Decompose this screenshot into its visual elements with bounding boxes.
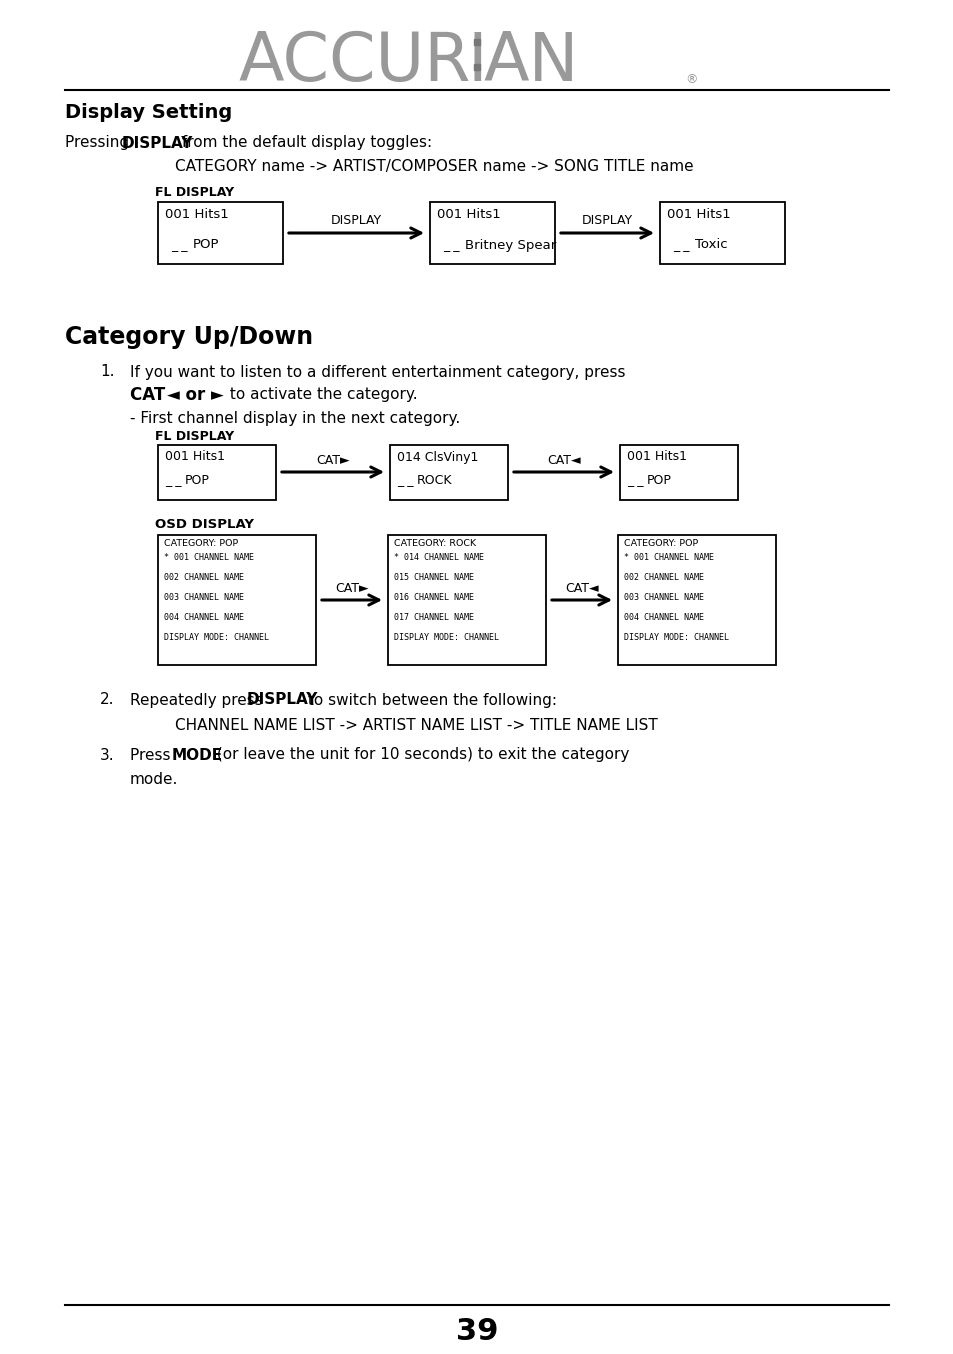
Text: ACCUR: ACCUR (238, 28, 471, 95)
Bar (619, 445, 738, 500)
Text: _ _: _ _ (171, 238, 188, 252)
Text: Display Setting: Display Setting (65, 103, 232, 122)
Text: Pressing: Pressing (65, 135, 133, 150)
Text: DISPLAY: DISPLAY (122, 135, 193, 150)
Text: POP: POP (646, 474, 671, 486)
Text: 001 Hits1: 001 Hits1 (666, 209, 730, 222)
Text: mode.: mode. (130, 772, 178, 787)
Text: ®: ® (685, 73, 698, 87)
Text: 3.: 3. (100, 747, 114, 762)
Text: _ _: _ _ (442, 238, 459, 252)
Text: * 001 CHANNEL NAME: * 001 CHANNEL NAME (164, 554, 253, 562)
Text: 016 CHANNEL NAME: 016 CHANNEL NAME (394, 593, 474, 603)
Text: CAT►: CAT► (315, 455, 350, 467)
Text: from the default display toggles:: from the default display toggles: (177, 135, 432, 150)
Text: 017 CHANNEL NAME: 017 CHANNEL NAME (394, 613, 474, 623)
Text: CAT◄: CAT◄ (547, 455, 580, 467)
Text: 39: 39 (456, 1317, 497, 1346)
Text: CATEGORY name -> ARTIST/COMPOSER name -> SONG TITLE name: CATEGORY name -> ARTIST/COMPOSER name ->… (174, 160, 693, 175)
Text: DISPLAY MODE: CHANNEL: DISPLAY MODE: CHANNEL (164, 634, 269, 643)
Text: DISPLAY: DISPLAY (247, 692, 318, 708)
Text: (or leave the unit for 10 seconds) to exit the category: (or leave the unit for 10 seconds) to ex… (212, 747, 629, 762)
Text: * 001 CHANNEL NAME: * 001 CHANNEL NAME (623, 554, 713, 562)
Text: 2.: 2. (100, 692, 114, 708)
Text: CATEGORY: POP: CATEGORY: POP (164, 539, 238, 548)
Text: _ _: _ _ (165, 474, 181, 486)
Text: 004 CHANNEL NAME: 004 CHANNEL NAME (164, 613, 244, 623)
Text: I: I (467, 28, 486, 95)
Text: 003 CHANNEL NAME: 003 CHANNEL NAME (164, 593, 244, 603)
Text: - First channel display in the next category.: - First channel display in the next cate… (130, 410, 459, 425)
Text: 004 CHANNEL NAME: 004 CHANNEL NAME (623, 613, 703, 623)
Text: 1.: 1. (100, 364, 114, 379)
Text: 001 Hits1: 001 Hits1 (626, 451, 686, 463)
Text: Press: Press (130, 747, 175, 762)
Bar (158, 535, 315, 665)
Text: DISPLAY: DISPLAY (580, 214, 632, 227)
Text: CAT◄: CAT◄ (564, 581, 598, 594)
Text: 002 CHANNEL NAME: 002 CHANNEL NAME (623, 574, 703, 582)
Text: Repeatedly press: Repeatedly press (130, 692, 268, 708)
Bar (158, 202, 283, 264)
Text: CAT►: CAT► (335, 581, 369, 594)
Text: 014 ClsViny1: 014 ClsViny1 (396, 451, 477, 463)
Text: to switch between the following:: to switch between the following: (303, 692, 557, 708)
Text: Category Up/Down: Category Up/Down (65, 325, 313, 349)
Text: 002 CHANNEL NAME: 002 CHANNEL NAME (164, 574, 244, 582)
Text: 001 Hits1: 001 Hits1 (165, 451, 225, 463)
Bar (388, 535, 545, 665)
Text: 015 CHANNEL NAME: 015 CHANNEL NAME (394, 574, 474, 582)
Bar (430, 202, 555, 264)
Text: _ _: _ _ (396, 474, 413, 486)
Bar (390, 445, 507, 500)
Text: CHANNEL NAME LIST -> ARTIST NAME LIST -> TITLE NAME LIST: CHANNEL NAME LIST -> ARTIST NAME LIST ->… (174, 719, 657, 734)
Text: FL DISPLAY: FL DISPLAY (154, 429, 233, 443)
Text: AN: AN (482, 28, 578, 95)
Text: CATEGORY: ROCK: CATEGORY: ROCK (394, 539, 476, 548)
Bar (158, 445, 275, 500)
Text: DISPLAY MODE: CHANNEL: DISPLAY MODE: CHANNEL (623, 634, 728, 643)
Text: _ _: _ _ (672, 238, 689, 252)
Text: ◄ or ►: ◄ or ► (167, 386, 224, 403)
Text: OSD DISPLAY: OSD DISPLAY (154, 519, 253, 532)
Text: DISPLAY: DISPLAY (330, 214, 381, 227)
Text: DISPLAY MODE: CHANNEL: DISPLAY MODE: CHANNEL (394, 634, 498, 643)
Text: POP: POP (185, 474, 210, 486)
Text: FL DISPLAY: FL DISPLAY (154, 187, 233, 199)
Text: 001 Hits1: 001 Hits1 (436, 209, 500, 222)
Text: Britney Spear: Britney Spear (464, 238, 556, 252)
Text: If you want to listen to a different entertainment category, press: If you want to listen to a different ent… (130, 364, 625, 379)
Text: MODE: MODE (172, 747, 223, 762)
Text: 001 Hits1: 001 Hits1 (165, 209, 229, 222)
Text: to activate the category.: to activate the category. (225, 387, 417, 402)
Text: * 014 CHANNEL NAME: * 014 CHANNEL NAME (394, 554, 483, 562)
Text: _ _: _ _ (626, 474, 643, 486)
Text: ROCK: ROCK (416, 474, 452, 486)
Text: CATEGORY: POP: CATEGORY: POP (623, 539, 698, 548)
Text: Toxic: Toxic (695, 238, 727, 252)
Bar (659, 202, 784, 264)
Text: CAT: CAT (130, 386, 171, 403)
Text: 003 CHANNEL NAME: 003 CHANNEL NAME (623, 593, 703, 603)
Text: POP: POP (193, 238, 219, 252)
Bar (618, 535, 775, 665)
